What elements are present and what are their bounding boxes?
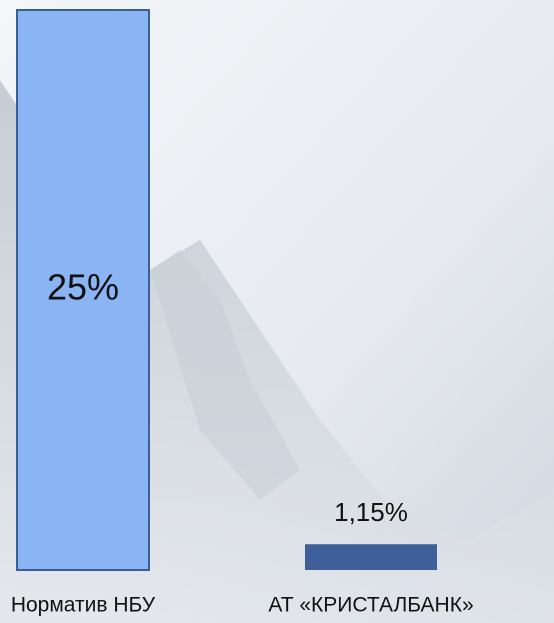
x-tick-label: Норматив НБУ <box>11 594 156 617</box>
bar <box>305 544 437 570</box>
bar <box>16 9 150 571</box>
data-label: 1,15% <box>334 497 408 527</box>
data-label: 25% <box>47 267 119 308</box>
mountain-shade <box>150 250 300 500</box>
x-tick-label: АТ «КРИСТАЛБАНК» <box>268 594 473 617</box>
